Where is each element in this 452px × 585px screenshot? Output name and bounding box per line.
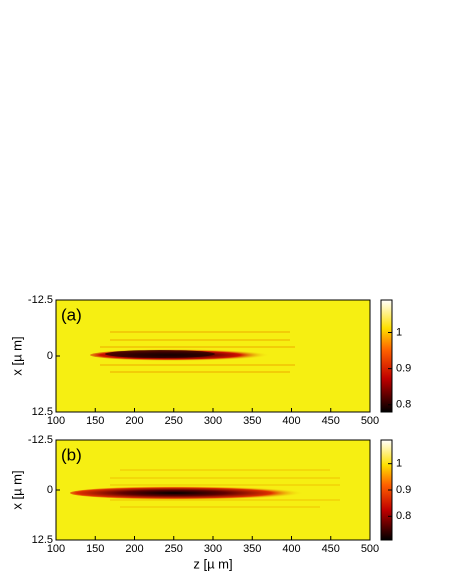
x-tick-label: 250 [165,415,183,427]
x-axis-label: z [µ m] [193,556,232,571]
y-tick-label: 12.5 [32,406,53,418]
colorbar-tick-label: 1 [396,458,402,470]
colorbar-tick-label: 1 [396,326,402,338]
colorbar [380,299,393,413]
y-tick-label: -12.5 [28,434,53,446]
x-tick-label: 450 [322,415,340,427]
colorbar-tick-label: 0.8 [396,399,411,411]
y-axis-label: x [µ m] [9,470,24,509]
x-tick-label: 250 [165,543,183,555]
heatmap-image [56,440,370,540]
colorbar-tick-label: 0.9 [396,484,411,496]
y-tick-label: -12.5 [28,294,53,306]
x-tick-label: 200 [125,415,143,427]
x-tick-label: 500 [361,415,379,427]
y-axis-label: x [µ m] [9,336,24,375]
colorbar-tick-label: 0.8 [396,510,411,522]
y-tick-label: 12.5 [32,534,53,546]
x-tick-label: 100 [47,543,65,555]
x-tick-label: 450 [322,543,340,555]
x-tick-label: 150 [86,543,104,555]
x-tick-label: 500 [361,543,379,555]
x-tick-label: 300 [204,415,222,427]
x-tick-label: 200 [125,543,143,555]
x-tick-label: 350 [243,415,261,427]
heatmap-image [56,300,370,412]
y-tick-label: 0 [47,484,53,496]
x-tick-label: 150 [86,415,104,427]
x-tick-label: 400 [282,543,300,555]
x-tick-label: 350 [243,543,261,555]
y-tick-label: 0 [47,350,53,362]
panel-label: (b) [61,445,82,464]
x-tick-label: 400 [282,415,300,427]
panel-label: (a) [61,305,82,324]
x-tick-label: 300 [204,543,222,555]
x-tick-label: 100 [47,415,65,427]
colorbar-tick-label: 0.9 [396,363,411,375]
